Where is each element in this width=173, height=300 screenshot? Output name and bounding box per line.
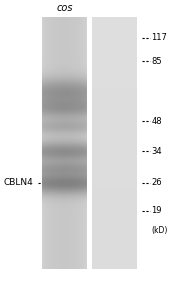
Text: (kD): (kD) <box>151 226 168 235</box>
Text: CBLN4: CBLN4 <box>3 178 33 187</box>
Text: 34: 34 <box>151 147 162 156</box>
Text: 19: 19 <box>151 206 162 215</box>
Text: 48: 48 <box>151 117 162 126</box>
Text: cos: cos <box>56 3 73 13</box>
Text: 26: 26 <box>151 178 162 187</box>
Text: 117: 117 <box>151 33 167 42</box>
Text: 85: 85 <box>151 57 162 66</box>
